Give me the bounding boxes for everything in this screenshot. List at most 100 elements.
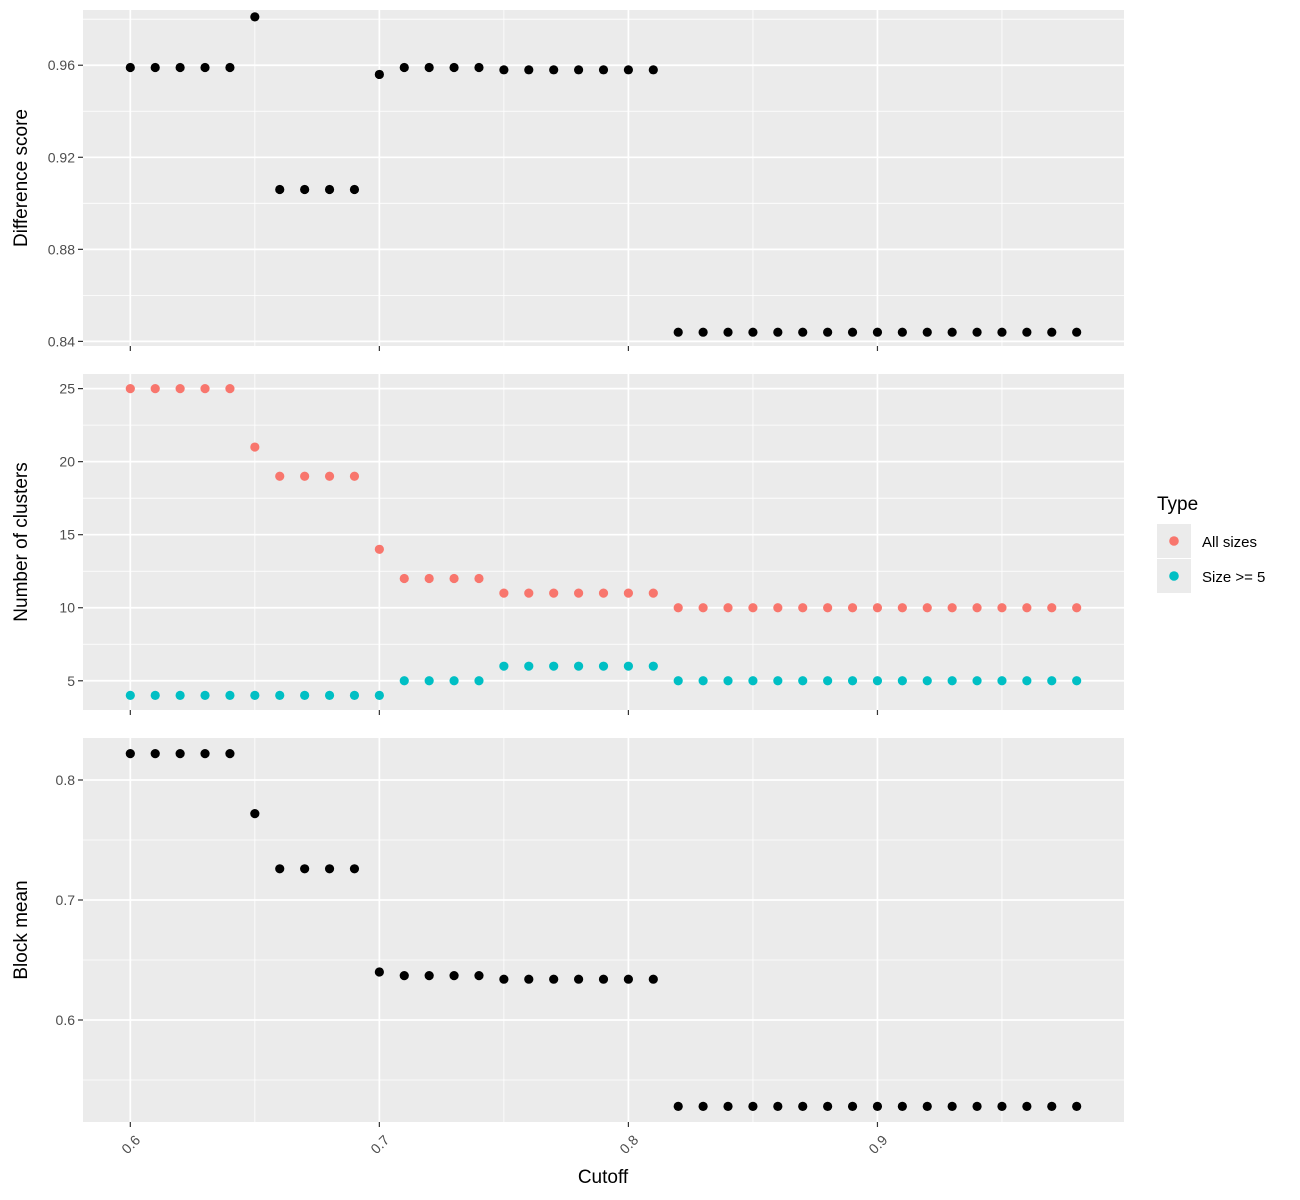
data-point: [250, 809, 260, 819]
data-point: [872, 327, 883, 337]
data-point: [922, 327, 932, 337]
y-tick-label: 25: [59, 381, 75, 397]
data-point: [823, 1101, 833, 1111]
data-point: [449, 971, 459, 981]
data-point: [723, 603, 733, 613]
data-point: [374, 967, 384, 977]
data-point: [275, 471, 285, 481]
data-point: [549, 974, 559, 984]
data-point: [1072, 603, 1082, 613]
data-point: [424, 573, 434, 584]
data-point: [673, 603, 683, 613]
data-point: [150, 749, 160, 759]
data-point: [125, 384, 135, 394]
data-point: [598, 661, 609, 671]
data-point: [673, 327, 683, 337]
data-point: [698, 603, 708, 613]
data-point: [300, 471, 310, 481]
data-point: [250, 442, 260, 452]
data-point: [225, 62, 235, 73]
data-point: [648, 65, 658, 75]
data-point: [773, 1101, 783, 1111]
data-point: [200, 690, 210, 700]
data-point: [972, 1101, 982, 1111]
data-point: [150, 384, 160, 394]
panel-bottom: 0.6 0.7 0.8 0.6 0.7 0.8 0.9 Block mean: [11, 738, 1124, 1157]
x-tick-label: 0.9: [865, 1132, 890, 1157]
data-point: [524, 65, 534, 75]
y-tick-label: 0.6: [56, 1012, 76, 1028]
data-point: [349, 184, 360, 195]
data-point: [823, 603, 833, 613]
data-point: [723, 1101, 733, 1111]
y-tick-label: 0.96: [48, 57, 75, 73]
data-point: [324, 184, 335, 195]
legend-label-size-ge-5: Size >= 5: [1202, 569, 1265, 586]
data-point: [648, 974, 658, 984]
data-point: [997, 603, 1007, 613]
data-point: [399, 676, 409, 686]
data-point: [399, 971, 409, 981]
data-point: [125, 749, 135, 759]
data-point: [947, 327, 957, 337]
data-point: [648, 661, 658, 671]
data-point: [175, 690, 185, 700]
data-point: [1072, 1101, 1082, 1111]
data-point: [897, 1101, 907, 1111]
data-point: [499, 65, 509, 75]
y-axis-title: Number of clusters: [11, 462, 32, 621]
data-point: [200, 62, 210, 73]
data-point: [324, 471, 335, 481]
data-point: [549, 661, 559, 671]
data-point: [748, 676, 758, 686]
data-point: [524, 588, 534, 598]
data-point: [1022, 1101, 1032, 1111]
data-point: [673, 676, 683, 686]
data-point: [648, 588, 658, 598]
series-size-5: [125, 661, 1082, 700]
x-axis-title: Cutoff: [578, 1167, 629, 1188]
data-point: [723, 676, 733, 686]
data-point: [1072, 676, 1082, 686]
data-point: [524, 661, 534, 671]
panel-background: [83, 738, 1124, 1122]
data-point: [150, 62, 160, 73]
panel-top: 0.84 0.88 0.92 0.96 Difference score: [11, 10, 1124, 351]
panel-background: [83, 374, 1124, 710]
data-point: [175, 62, 185, 73]
data-point: [1047, 603, 1057, 613]
series-points: [125, 12, 1082, 337]
data-point: [847, 676, 858, 686]
x-tick-label: 0.8: [616, 1132, 641, 1157]
data-point: [374, 69, 384, 80]
data-point: [349, 690, 360, 700]
data-point: [474, 573, 484, 584]
data-point: [449, 62, 459, 73]
data-point: [349, 471, 360, 481]
y-tick-label: 20: [59, 454, 75, 470]
data-point: [997, 327, 1007, 337]
data-point: [549, 65, 559, 75]
data-point: [225, 749, 235, 759]
data-point: [947, 676, 957, 686]
data-point: [374, 544, 384, 554]
panel-middle: 5 10 15 20 25 Number of clusters: [11, 374, 1124, 715]
data-point: [275, 184, 285, 195]
data-point: [997, 1101, 1007, 1111]
x-tick-label: 0.7: [367, 1132, 392, 1157]
data-point: [773, 603, 783, 613]
x-tick-label: 0.6: [118, 1132, 143, 1157]
data-point: [972, 603, 982, 613]
data-point: [1047, 1101, 1057, 1111]
y-axis-title: Difference score: [11, 109, 32, 247]
data-point: [1022, 327, 1032, 337]
data-point: [872, 1101, 883, 1111]
data-point: [972, 676, 982, 686]
data-point: [922, 676, 932, 686]
data-point: [847, 327, 858, 337]
data-point: [573, 661, 584, 671]
data-point: [499, 588, 509, 598]
y-tick-label: 0.7: [56, 892, 76, 908]
data-point: [499, 661, 509, 671]
data-point: [798, 603, 808, 613]
